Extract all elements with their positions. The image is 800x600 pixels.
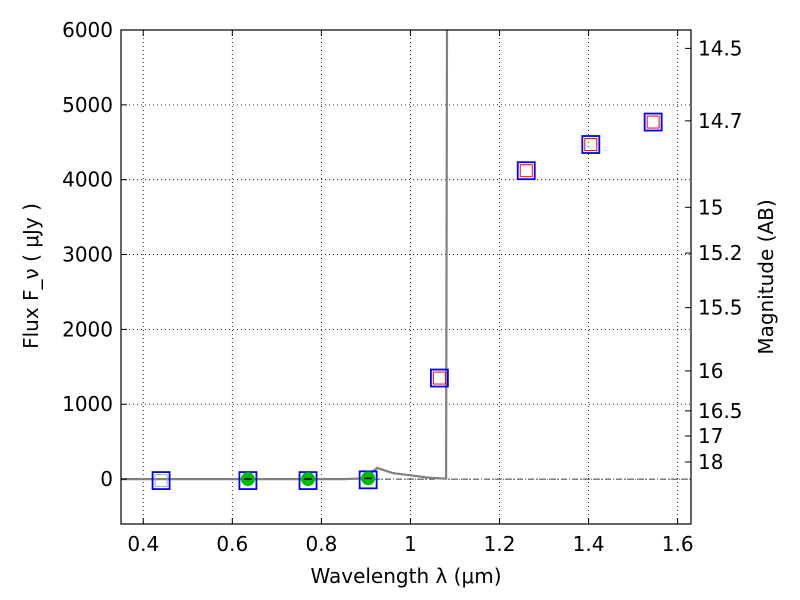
x-tick-label: 1.2 [484,532,516,556]
x-tick-label: 1.4 [573,532,605,556]
model-photometry-square [516,161,536,181]
x-tick-label: 0.6 [216,532,248,556]
y-tick-label: 1000 [62,392,113,416]
model-photometry-square [238,471,258,490]
x-tick-label: 0.4 [127,532,159,556]
magnitude-tick-label: 14.7 [698,109,743,133]
x-tick-label: 1 [404,532,417,556]
y-tick-label: 6000 [62,18,113,42]
x-axis-label: Wavelength λ (μm) [310,564,501,588]
model-photometry-square [429,368,449,388]
data-points [151,112,663,490]
y-tick-label: 5000 [62,93,113,117]
upper-limit-square [646,115,660,129]
x-tick-label: 0.8 [305,532,337,556]
y-tick-label: 0 [100,467,113,491]
magnitude-tick-label: 15.2 [698,241,743,265]
x-axis-ticks: 0.4 0.6 0.8 1 1.2 1.4 1.6 [127,30,694,556]
magnitude-axis-label: Magnitude (AB) [754,199,778,354]
magnitude-tick-label: 16 [698,359,723,383]
upper-limit-square [519,164,533,178]
y-tick-label: 3000 [62,243,113,267]
model-photometry-square [358,470,378,490]
y-tick-label: 4000 [62,168,113,192]
upper-limit-square [584,138,598,152]
model-photometry-square [643,112,663,132]
model-photometry-square [298,471,318,490]
magnitude-tick-label: 17 [698,424,723,448]
upper-limit-square [432,371,446,385]
magnitude-tick-label: 18 [698,450,723,474]
y-axis-ticks: 0 1000 2000 3000 4000 5000 6000 [62,18,127,491]
y-axis-label: Flux F_ν ( μJy ) [19,203,43,349]
faint-marker [154,474,168,488]
magnitude-tick-label: 16.5 [698,399,743,423]
x-tick-label: 1.6 [662,532,694,556]
magnitude-tick-label: 15 [698,195,723,219]
model-photometry-square [151,471,171,490]
y-tick-label: 2000 [62,317,113,341]
magnitude-tick-label: 15.5 [698,296,743,320]
grid-lines [121,29,691,524]
plot-frame [120,29,692,525]
model-photometry-square [581,135,601,154]
magnitude-tick-label: 14.5 [698,36,743,60]
